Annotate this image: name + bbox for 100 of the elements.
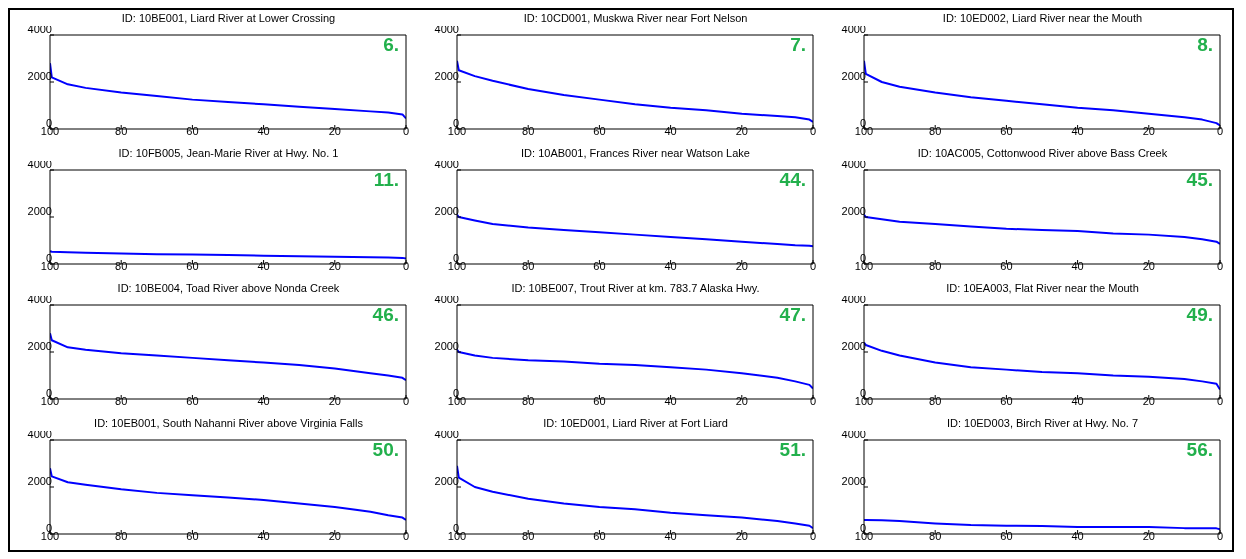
x-tick-label: 20 — [735, 529, 748, 542]
x-tick-label: 20 — [735, 259, 748, 272]
annotation: 8. — [1197, 34, 1213, 56]
x-tick-label: 40 — [1071, 124, 1084, 137]
x-tick-label: 80 — [929, 259, 942, 272]
x-tick-label: 40 — [664, 529, 677, 542]
annotation: 6. — [383, 34, 399, 56]
y-tick-label: 2000 — [27, 69, 52, 82]
y-tick-label: 4000 — [27, 427, 52, 440]
x-tick-label: 40 — [1071, 259, 1084, 272]
annotation: 44. — [779, 169, 806, 191]
x-tick-label: 80 — [522, 394, 535, 407]
x-tick-label: 0 — [1216, 259, 1224, 272]
y-tick-label: 4000 — [841, 292, 866, 305]
x-tick-label: 0 — [1216, 529, 1224, 542]
x-tick-label: 80 — [115, 124, 128, 137]
x-tick-label: 80 — [115, 394, 128, 407]
y-tick-label: 4000 — [434, 427, 459, 440]
y-tick-label: 4000 — [434, 292, 459, 305]
x-tick-label: 60 — [593, 259, 606, 272]
x-tick-label: 40 — [257, 259, 270, 272]
x-tick-label: 0 — [402, 529, 410, 542]
annotation: 49. — [1186, 304, 1213, 326]
y-tick-label: 2000 — [434, 69, 459, 82]
x-tick-label: 60 — [1000, 529, 1013, 542]
chart-title: ID: 10BE001, Liard River at Lower Crossing — [121, 12, 336, 24]
x-tick-label: 0 — [402, 124, 410, 137]
chart-title: ID: 10CD001, Muskwa River near Fort Nelson — [523, 12, 748, 24]
annotation: 7. — [790, 34, 806, 56]
x-tick-label: 20 — [735, 394, 748, 407]
x-tick-label: 40 — [257, 394, 270, 407]
y-tick-label: 4000 — [841, 22, 866, 35]
x-tick-label: 0 — [809, 124, 817, 137]
x-tick-label: 80 — [929, 529, 942, 542]
y-tick-label: 2000 — [434, 474, 459, 487]
x-tick-label: 40 — [664, 394, 677, 407]
x-tick-label: 0 — [402, 394, 410, 407]
y-tick-label: 4000 — [27, 157, 52, 170]
x-tick-label: 40 — [664, 259, 677, 272]
x-tick-label: 60 — [186, 259, 199, 272]
chart-title: ID: 10ED003, Birch River at Hwy. No. 7 — [946, 417, 1139, 429]
chart-title: ID: 10AC005, Cottonwood River above Bass Creek — [917, 147, 1168, 159]
x-tick-label: 20 — [1142, 529, 1155, 542]
chart-title: ID: 10EA003, Flat River near the Mouth — [946, 282, 1139, 294]
x-tick-label: 40 — [1071, 529, 1084, 542]
x-tick-label: 60 — [186, 529, 199, 542]
x-tick-label: 60 — [1000, 394, 1013, 407]
x-tick-label: 0 — [1216, 394, 1224, 407]
x-tick-label: 80 — [929, 124, 942, 137]
annotation: 51. — [779, 439, 806, 461]
chart-title: ID: 10FB005, Jean-Marie River at Hwy. No. 1 — [118, 147, 339, 159]
x-tick-label: 60 — [593, 529, 606, 542]
chart-title: ID: 10EB001, South Nahanni River above Virginia Falls — [94, 417, 363, 429]
x-tick-label: 20 — [1142, 259, 1155, 272]
x-tick-label: 0 — [402, 259, 410, 272]
chart-title: ID: 10BE004, Toad River above Nonda Creek — [117, 282, 340, 294]
y-tick-label: 2000 — [841, 339, 866, 352]
x-tick-label: 80 — [522, 259, 535, 272]
y-tick-label: 2000 — [434, 339, 459, 352]
x-tick-label: 0 — [809, 394, 817, 407]
x-tick-label: 60 — [1000, 124, 1013, 137]
x-tick-label: 40 — [664, 124, 677, 137]
y-tick-label: 4000 — [27, 292, 52, 305]
x-tick-label: 80 — [115, 259, 128, 272]
x-tick-label: 40 — [257, 124, 270, 137]
x-tick-label: 60 — [186, 124, 199, 137]
y-tick-label: 4000 — [434, 157, 459, 170]
chart-title: ID: 10ED001, Liard River at Fort Liard — [543, 417, 728, 429]
y-tick-label: 2000 — [841, 69, 866, 82]
annotation: 50. — [372, 439, 399, 461]
x-tick-label: 60 — [593, 124, 606, 137]
x-tick-label: 60 — [593, 394, 606, 407]
x-tick-label: 80 — [522, 529, 535, 542]
x-tick-label: 0 — [809, 529, 817, 542]
x-tick-label: 20 — [328, 529, 341, 542]
annotation: 56. — [1186, 439, 1213, 461]
chart-title: ID: 10ED002, Liard River near the Mouth — [942, 12, 1143, 24]
x-tick-label: 0 — [809, 259, 817, 272]
x-tick-label: 20 — [1142, 394, 1155, 407]
annotation: 45. — [1186, 169, 1213, 191]
y-tick-label: 2000 — [27, 204, 52, 217]
annotation: 47. — [779, 304, 806, 326]
y-tick-label: 4000 — [841, 157, 866, 170]
x-tick-label: 80 — [522, 124, 535, 137]
x-tick-label: 20 — [328, 259, 341, 272]
y-tick-label: 2000 — [841, 204, 866, 217]
annotation: 11. — [373, 169, 399, 191]
y-tick-label: 4000 — [841, 427, 866, 440]
x-tick-label: 20 — [328, 124, 341, 137]
chart-title: ID: 10BE007, Trout River at km. 783.7 Alaska Hwy. — [511, 282, 760, 294]
y-tick-label: 2000 — [27, 339, 52, 352]
x-tick-label: 80 — [115, 529, 128, 542]
annotation: 46. — [372, 304, 399, 326]
y-tick-label: 4000 — [434, 22, 459, 35]
y-tick-label: 2000 — [434, 204, 459, 217]
x-tick-label: 20 — [1142, 124, 1155, 137]
x-tick-label: 80 — [929, 394, 942, 407]
chart-title: ID: 10AB001, Frances River near Watson Lake — [521, 147, 750, 159]
x-tick-label: 20 — [328, 394, 341, 407]
y-tick-label: 2000 — [27, 474, 52, 487]
